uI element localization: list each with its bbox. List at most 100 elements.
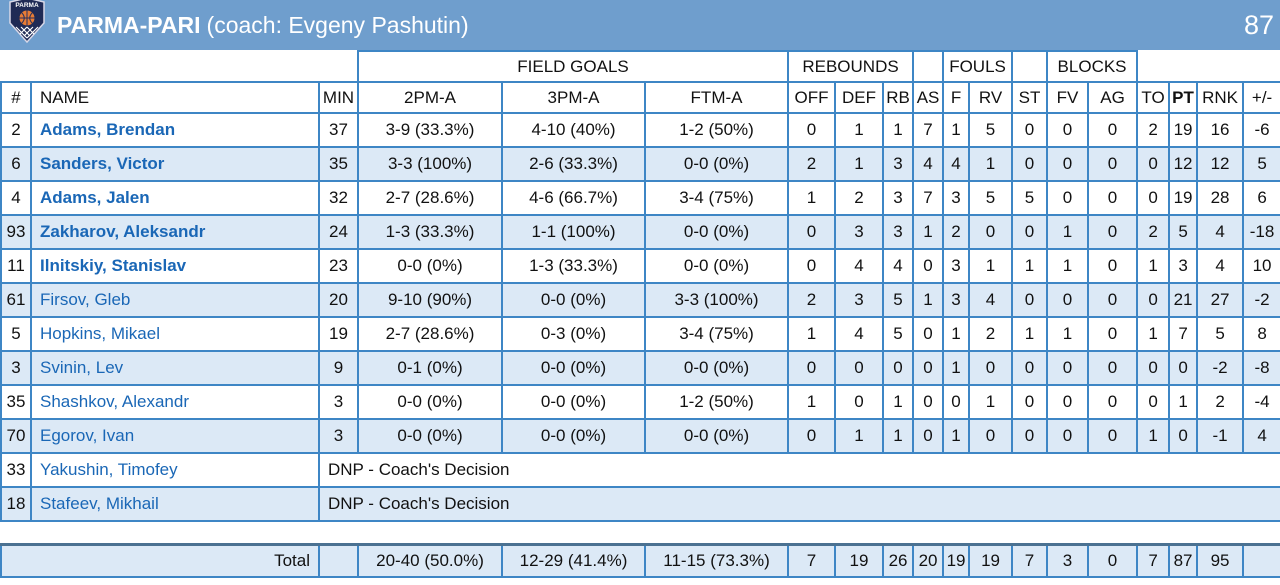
stat-pt: 0: [1168, 418, 1199, 454]
player-name-link[interactable]: Adams, Brendan: [40, 120, 176, 139]
total-pt: 87: [1168, 543, 1199, 578]
stat-3pm-a: 2-6 (33.3%): [501, 146, 647, 182]
player-row: 6 Sanders, Victor 35 3-3 (100%) 2-6 (33.…: [0, 146, 1280, 182]
player-row: 2 Adams, Brendan 37 3-9 (33.3%) 4-10 (40…: [0, 112, 1280, 148]
col-header-def: DEF: [834, 81, 885, 114]
stat-pt: 0: [1168, 350, 1199, 386]
stat-ag: 0: [1087, 418, 1139, 454]
player-name-link[interactable]: Ilnitskiy, Stanislav: [40, 256, 187, 275]
player-name-cell: Zakharov, Aleksandr: [30, 214, 320, 250]
stat-rnk: 16: [1196, 112, 1245, 148]
stat-plusminus: 6: [1242, 180, 1280, 216]
player-name-link[interactable]: Svinin, Lev: [40, 358, 124, 377]
stat-pt: 7: [1168, 316, 1199, 352]
stat-ftm-a: 0-0 (0%): [644, 350, 790, 386]
stat-ag: 0: [1087, 112, 1139, 148]
group-spacer-as: [912, 50, 945, 83]
column-header-row: # NAME MIN 2PM-A 3PM-A FTM-A OFF DEF RB …: [0, 81, 1280, 114]
stat-rb: 3: [882, 180, 915, 216]
stat-rv: 5: [968, 112, 1014, 148]
stat-2pm-a: 0-0 (0%): [357, 418, 504, 454]
stat-rnk: 27: [1196, 282, 1245, 318]
team-header-bar: PARMA PARMA-PARI (coach: Evgeny Pashutin)…: [0, 0, 1280, 50]
col-header-ag: AG: [1087, 81, 1139, 114]
group-header-row: FIELD GOALS REBOUNDS FOULS BLOCKS: [1, 50, 1280, 83]
stat-def: 1: [834, 146, 885, 182]
stat-to: 0: [1136, 350, 1171, 386]
coach-label: (coach: Evgeny Pashutin): [206, 11, 469, 38]
stat-st: 1: [1011, 248, 1049, 284]
stat-3pm-a: 0-3 (0%): [501, 316, 647, 352]
stat-rb: 1: [882, 384, 915, 420]
stat-3pm-a: 4-6 (66.7%): [501, 180, 647, 216]
stat-rv: 1: [968, 146, 1014, 182]
stat-def: 1: [834, 112, 885, 148]
stat-st: 0: [1011, 384, 1049, 420]
player-name-cell: Svinin, Lev: [30, 350, 320, 386]
player-name-link[interactable]: Sanders, Victor: [40, 154, 165, 173]
group-fouls: FOULS: [942, 50, 1014, 83]
stat-ftm-a: 1-2 (50%): [644, 112, 790, 148]
player-name-link[interactable]: Hopkins, Mikael: [40, 324, 160, 343]
stat-3pm-a: 0-0 (0%): [501, 350, 647, 386]
stat-fv: 1: [1046, 214, 1090, 250]
player-name-link[interactable]: Yakushin, Timofey: [40, 460, 178, 479]
col-header-off: OFF: [787, 81, 837, 114]
stat-fv: 0: [1046, 418, 1090, 454]
player-name-link[interactable]: Adams, Jalen: [40, 188, 150, 207]
stat-off: 2: [787, 282, 837, 318]
player-row: 61 Firsov, Gleb 20 9-10 (90%) 0-0 (0%) 3…: [0, 282, 1280, 318]
stat-fv: 1: [1046, 248, 1090, 284]
stat-as: 1: [912, 282, 945, 318]
stat-to: 1: [1136, 418, 1171, 454]
stat-2pm-a: 0-0 (0%): [357, 248, 504, 284]
stat-st: 1: [1011, 316, 1049, 352]
stat-off: 1: [787, 180, 837, 216]
player-name-link[interactable]: Shashkov, Alexandr: [40, 392, 189, 411]
stat-def: 3: [834, 214, 885, 250]
stat-fv: 0: [1046, 350, 1090, 386]
stat-as: 7: [912, 112, 945, 148]
stat-f: 3: [942, 282, 971, 318]
dnp-note: DNP - Coach's Decision: [317, 486, 1280, 522]
total-3pma: 12-29 (41.4%): [501, 543, 647, 578]
jersey-number: 18: [0, 486, 32, 522]
stat-as: 7: [912, 180, 945, 216]
player-name-link[interactable]: Firsov, Gleb: [40, 290, 131, 309]
col-header-f: F: [942, 81, 971, 114]
stat-off: 1: [787, 316, 837, 352]
col-header-plusminus: +/-: [1242, 81, 1280, 114]
stat-fv: 0: [1046, 282, 1090, 318]
stat-2pm-a: 0-1 (0%): [357, 350, 504, 386]
stat-min: 37: [317, 112, 360, 148]
col-header-2pma: 2PM-A: [357, 81, 504, 114]
stat-rnk: 2: [1196, 384, 1245, 420]
player-name-link[interactable]: Zakharov, Aleksandr: [40, 222, 206, 241]
stat-ag: 0: [1087, 350, 1139, 386]
stat-ag: 0: [1087, 316, 1139, 352]
stat-as: 1: [912, 214, 945, 250]
col-header-to: TO: [1136, 81, 1171, 114]
player-name-link[interactable]: Stafeev, Mikhail: [40, 494, 159, 513]
stat-st: 0: [1011, 146, 1049, 182]
player-name-cell: Hopkins, Mikael: [30, 316, 320, 352]
stat-3pm-a: 0-0 (0%): [501, 282, 647, 318]
player-name-link[interactable]: Egorov, Ivan: [40, 426, 135, 445]
box-score-table: FIELD GOALS REBOUNDS FOULS BLOCKS # NAME…: [0, 50, 1280, 578]
group-rebounds: REBOUNDS: [787, 50, 915, 83]
stat-pt: 1: [1168, 384, 1199, 420]
stat-to: 0: [1136, 384, 1171, 420]
stat-2pm-a: 3-3 (100%): [357, 146, 504, 182]
stat-pt: 5: [1168, 214, 1199, 250]
stat-ag: 0: [1087, 282, 1139, 318]
group-spacer-st: [1011, 50, 1049, 83]
total-label: Total: [0, 543, 320, 578]
col-header-rb: RB: [882, 81, 915, 114]
stat-to: 2: [1136, 112, 1171, 148]
stat-rnk: -1: [1196, 418, 1245, 454]
stat-to: 0: [1136, 146, 1171, 182]
stat-2pm-a: 2-7 (28.6%): [357, 316, 504, 352]
dnp-row: 18 Stafeev, Mikhail DNP - Coach's Decisi…: [0, 486, 1280, 522]
stat-as: 0: [912, 384, 945, 420]
jersey-number: 93: [0, 214, 32, 250]
